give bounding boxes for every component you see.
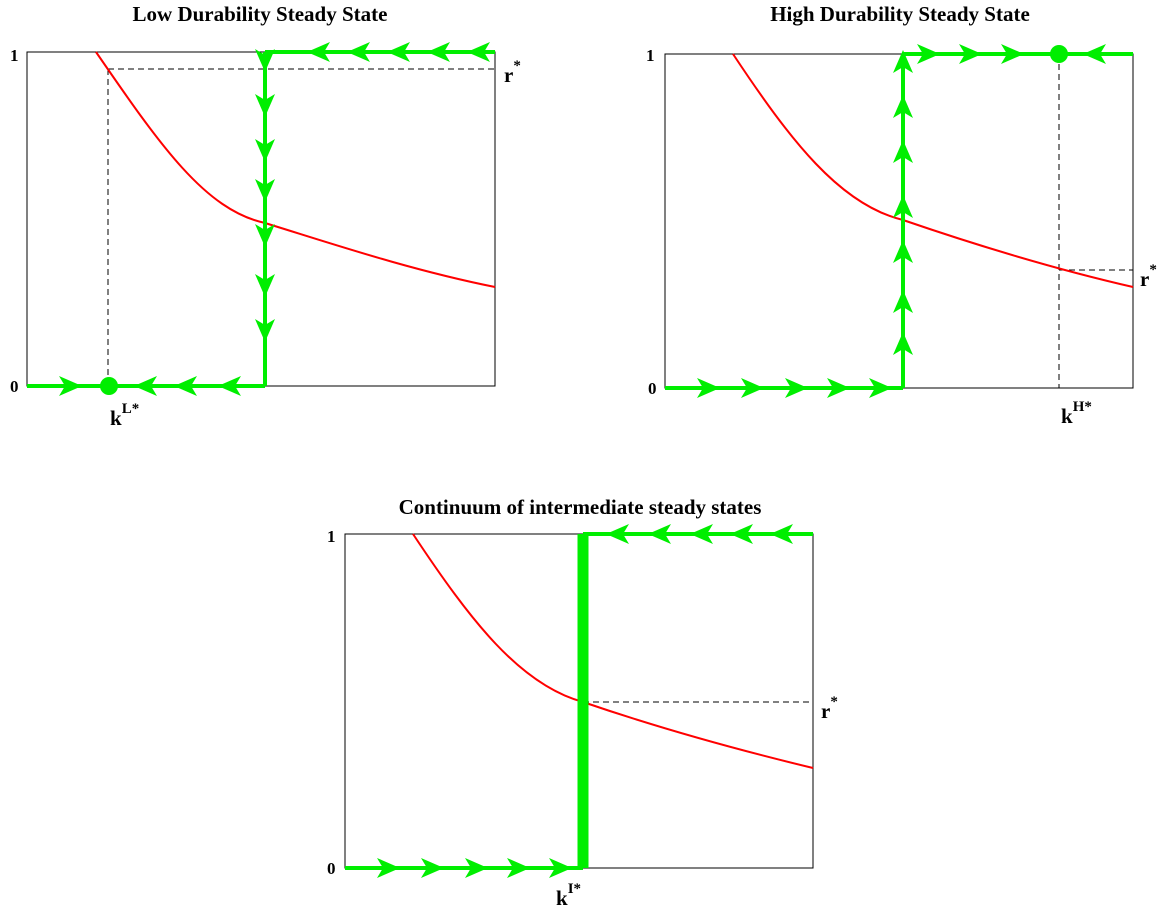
flow-arrow: [869, 378, 892, 398]
flow-arrow: [307, 42, 330, 62]
panel-high-durability: High Durability Steady State 1 0: [646, 2, 1157, 428]
flow-arrow: [255, 49, 275, 72]
flow-arrow: [465, 858, 488, 878]
flow-arrow: [827, 378, 850, 398]
y-tick-0: 0: [327, 859, 336, 878]
flow-arrow: [1083, 44, 1106, 64]
flow-arrow: [507, 858, 530, 878]
flow-arrow: [893, 195, 913, 218]
flow-arrow: [59, 376, 82, 396]
y-tick-0: 0: [10, 377, 19, 396]
flow-arrows: [377, 524, 793, 878]
flow-arrows: [59, 42, 490, 396]
flow-arrow: [730, 524, 753, 544]
flow-arrow: [347, 42, 370, 62]
flow-arrow: [770, 524, 793, 544]
flow-arrow: [467, 42, 490, 62]
steady-state-point: [100, 377, 118, 395]
flow-arrow: [427, 42, 450, 62]
flow-arrow: [893, 95, 913, 118]
flow-arrow: [893, 290, 913, 313]
nullcline-curve: [95, 51, 496, 288]
r-label-sup: *: [513, 58, 521, 74]
k-star-label: kL*: [110, 401, 139, 430]
flow-arrow: [255, 94, 275, 117]
flow-arrow: [690, 524, 713, 544]
flow-arrow: [255, 274, 275, 297]
flow-arrow: [255, 224, 275, 247]
k-label-base: k: [1061, 404, 1073, 428]
nullcline-curve: [412, 533, 814, 769]
r-label-base: r: [504, 63, 513, 87]
steady-state-point: [1050, 45, 1068, 63]
flow-arrow: [893, 140, 913, 163]
flow-arrow: [255, 139, 275, 162]
k-star-label: kI*: [556, 881, 581, 910]
flow-arrow: [741, 378, 764, 398]
k-label-base: k: [110, 406, 122, 430]
flow-arrow: [1001, 44, 1024, 64]
panel-title: Continuum of intermediate steady states: [399, 495, 762, 519]
k-label-sup: I*: [568, 881, 581, 897]
y-tick-1: 1: [646, 46, 655, 65]
flow-arrow: [549, 858, 572, 878]
flow-arrow: [134, 376, 157, 396]
flow-arrow: [893, 332, 913, 355]
y-tick-1: 1: [327, 527, 336, 546]
k-label-sup: H*: [1073, 399, 1092, 415]
flow-arrow: [174, 376, 197, 396]
flow-arrow: [606, 524, 629, 544]
y-tick-0: 0: [648, 379, 657, 398]
k-star-label: kH*: [1061, 399, 1092, 428]
flow-arrow: [421, 858, 444, 878]
panel-title: Low Durability Steady State: [133, 2, 388, 26]
panel-title: High Durability Steady State: [770, 2, 1030, 26]
panel-intermediate: Continuum of intermediate steady states …: [327, 495, 838, 910]
flow-arrow: [959, 44, 982, 64]
r-star-label: r*: [1140, 262, 1157, 291]
r-label-base: r: [821, 699, 830, 723]
r-star-label: r*: [821, 694, 838, 723]
flow-arrow: [893, 240, 913, 263]
k-label-sup: L*: [122, 401, 140, 417]
flow-arrow: [387, 42, 410, 62]
flow-arrows: [697, 44, 1106, 398]
flow-arrow: [255, 179, 275, 202]
flow-arrow: [648, 524, 671, 544]
r-label-sup: *: [1149, 262, 1157, 278]
flow-arrow: [255, 319, 275, 342]
flow-arrow: [893, 50, 913, 73]
panel-low-durability: Low Durability Steady State 1 0: [10, 2, 521, 430]
plot-frame: [664, 53, 1134, 389]
r-label-base: r: [1140, 267, 1149, 291]
flow-arrow: [917, 44, 940, 64]
nullcline-curve: [732, 53, 1134, 288]
k-label-base: k: [556, 886, 568, 910]
flow-arrow: [218, 376, 241, 396]
flow-arrow: [697, 378, 720, 398]
r-label-sup: *: [830, 694, 838, 710]
flow-arrow: [785, 378, 808, 398]
r-star-label: r*: [504, 58, 521, 87]
flow-arrow: [377, 858, 400, 878]
y-tick-1: 1: [10, 46, 19, 65]
